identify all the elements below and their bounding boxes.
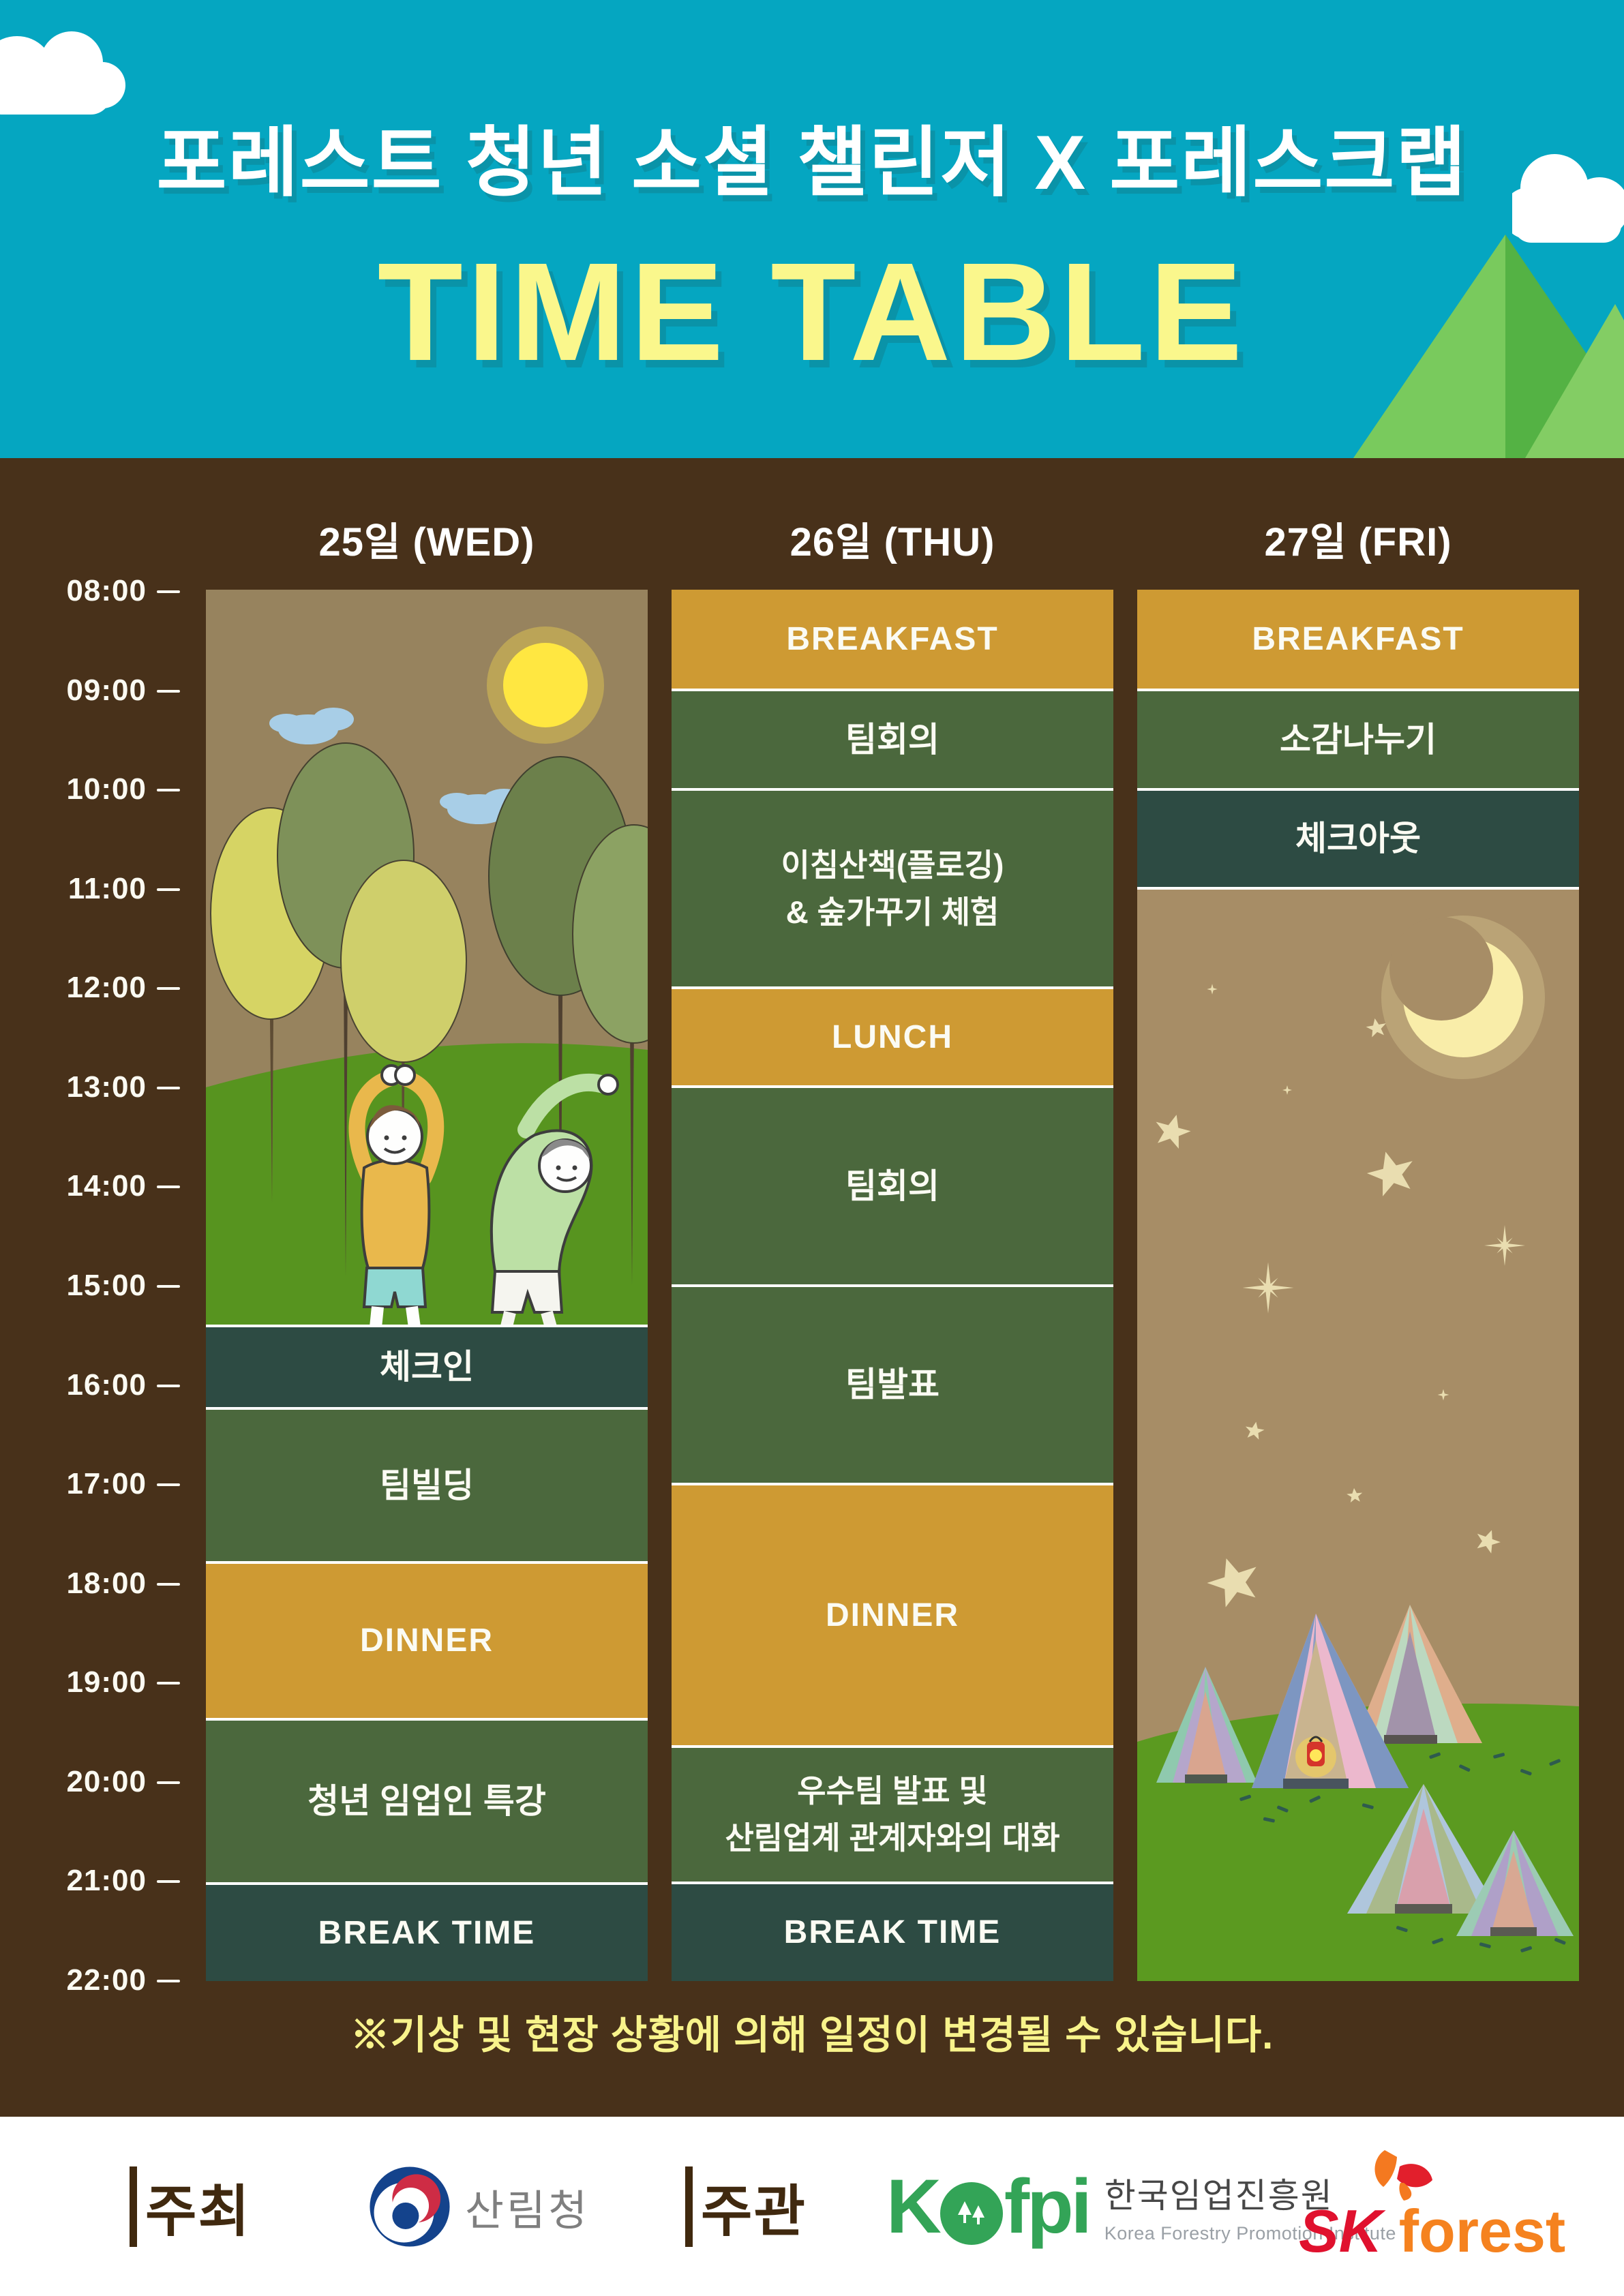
person-yellow	[348, 1064, 445, 1325]
poster-title: 포레스트 청년 소셜 챌린저 X 포레스크랩	[156, 120, 1468, 205]
day-header: 25일 (WED)	[318, 520, 535, 564]
time-tick	[157, 1682, 180, 1685]
time-label: 13:00	[66, 1070, 147, 1104]
event-block: 체크인	[206, 1325, 648, 1407]
moon	[1381, 916, 1545, 1079]
event-block: 소감나누기	[1137, 689, 1579, 788]
time-tick	[157, 789, 180, 792]
stars	[1156, 984, 1525, 1607]
kofpi-group: K fpi 한국임업진흥원 Korea Forestry Promotion I…	[886, 2117, 1396, 2296]
cloud-left-icon	[0, 31, 125, 115]
header-band: 포레스트 청년 소셜 챌린저 X 포레스크랩 TIME TABLE	[0, 0, 1624, 458]
event-block: BREAKFAST	[1137, 590, 1579, 689]
time-tick	[157, 1284, 180, 1288]
forest-service-name: 산림청	[465, 2187, 590, 2235]
kofpi-logo: K fpi	[886, 2164, 1092, 2249]
sk-logo-text: SK	[1299, 2196, 1383, 2265]
time-tick	[157, 1185, 180, 1189]
time-label: 16:00	[66, 1368, 147, 1402]
time-tick	[157, 1384, 180, 1387]
time-label: 15:00	[66, 1268, 147, 1302]
time-tick	[157, 888, 180, 891]
event-block: LUNCH	[672, 986, 1113, 1085]
time-label: 14:00	[66, 1169, 147, 1203]
organizer-bar	[685, 2166, 693, 2247]
schedule-change-note: ※기상 및 현장 상황에 의해 일정이 변경될 수 있습니다.	[350, 2013, 1274, 2057]
person-green	[490, 1074, 619, 1325]
event-block: 팀빌딩	[206, 1407, 648, 1561]
kofpi-o-trees-icon	[939, 2181, 1003, 2245]
event-block: 청년 임업인 특강	[206, 1718, 648, 1882]
time-label: 22:00	[66, 1963, 147, 1997]
forest-logo-text: forest	[1398, 2196, 1566, 2265]
time-label: 09:00	[66, 673, 147, 707]
host-label: 주최	[145, 2181, 251, 2243]
event-block: 체크아웃	[1137, 788, 1579, 887]
time-label: 10:00	[66, 772, 147, 806]
kofpi-name-en: Korea Forestry Promotion Institute	[1104, 2223, 1396, 2244]
time-tick	[157, 1483, 180, 1487]
event-block: 이침산책(플로깅) & 숲가꾸기 체험	[672, 788, 1113, 986]
time-tick	[157, 1979, 180, 1982]
organizer-group: 주관	[685, 2117, 807, 2296]
event-block: 팀회의	[672, 689, 1113, 788]
event-block: BREAKFAST	[672, 590, 1113, 689]
kofpi-name-kr: 한국임업진흥원	[1104, 2177, 1334, 2215]
time-label: 12:00	[66, 971, 147, 1005]
event-block: 팀회의	[672, 1085, 1113, 1284]
day-clouds	[269, 708, 524, 824]
sk-wings-icon	[1374, 2149, 1432, 2201]
forest-service-group: 산림청	[368, 2117, 590, 2296]
time-tick	[157, 1582, 180, 1586]
fri-night-illustration	[1137, 887, 1579, 1981]
time-label: 21:00	[66, 1864, 147, 1898]
day-header: 26일 (THU)	[790, 520, 995, 564]
poster-subtitle: TIME TABLE	[377, 234, 1247, 390]
time-label: 17:00	[66, 1467, 147, 1501]
event-block: BREAK TIME	[672, 1882, 1113, 1981]
cloud-right-icon	[1512, 154, 1624, 243]
time-tick	[157, 590, 180, 593]
event-block: 우수팀 발표 및 산림업계 관계자와의 대화	[672, 1745, 1113, 1882]
event-block: DINNER	[672, 1483, 1113, 1745]
wed-day-illustration	[206, 590, 648, 1325]
time-tick	[157, 987, 180, 991]
time-label: 19:00	[66, 1665, 147, 1700]
time-tick	[157, 1880, 180, 1884]
organizer-label: 주관	[701, 2181, 807, 2243]
mountains-icon	[1353, 235, 1624, 458]
day-header: 27일 (FRI)	[1264, 520, 1452, 564]
time-tick	[157, 1781, 180, 1784]
event-block: 팀발표	[672, 1284, 1113, 1483]
grass-marks	[1239, 1752, 1566, 1952]
host-bar	[130, 2166, 137, 2247]
time-label: 11:00	[67, 871, 147, 905]
time-label: 08:00	[66, 574, 147, 607]
time-label: 18:00	[66, 1566, 147, 1600]
event-block: BREAK TIME	[206, 1882, 648, 1981]
time-label: 20:00	[66, 1764, 147, 1798]
time-tick	[157, 689, 180, 693]
event-block: DINNER	[206, 1561, 648, 1718]
tents	[1156, 1605, 1574, 1936]
host-group: 주최	[130, 2117, 251, 2296]
korea-gov-emblem-icon	[370, 2166, 450, 2247]
trees	[210, 742, 648, 1311]
sk-forest-group: SK forest	[1299, 2117, 1565, 2296]
footer: 주최 산림청 주관 K fpi 한국임업진흥원	[0, 2117, 1624, 2296]
time-tick	[157, 1086, 180, 1089]
